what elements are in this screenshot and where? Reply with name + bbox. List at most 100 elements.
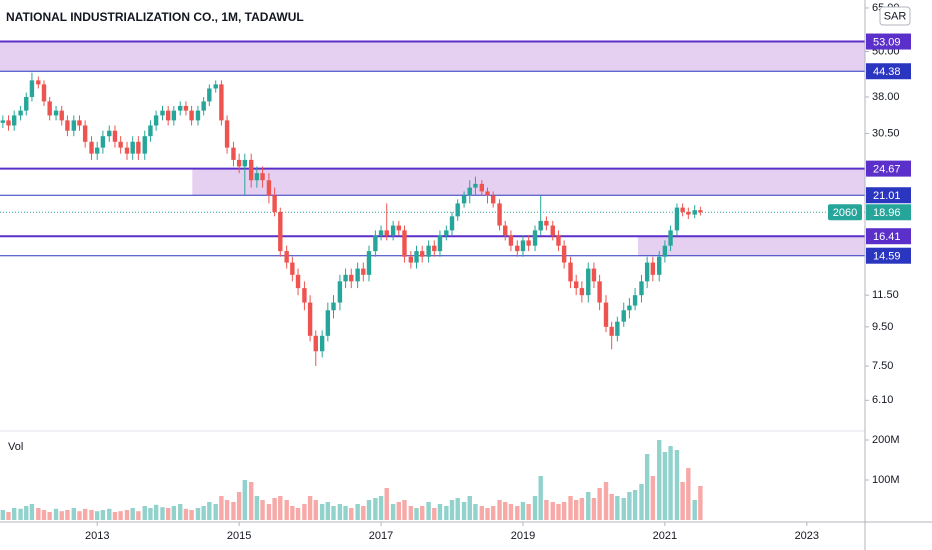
levels — [0, 40, 865, 257]
candle-body — [692, 210, 697, 215]
volume-bar — [373, 498, 378, 520]
volume-bar — [201, 506, 206, 520]
volume-bar — [437, 504, 443, 520]
zone — [192, 168, 865, 196]
volume-bar — [378, 496, 384, 520]
volume-bar — [24, 506, 29, 520]
candle-body — [627, 305, 632, 311]
candle-body — [449, 216, 455, 231]
currency-box[interactable] — [879, 6, 911, 26]
candle-body — [573, 281, 579, 289]
volume-bar — [302, 504, 307, 520]
candle-body — [266, 180, 272, 196]
candle-body — [662, 245, 668, 257]
level-label: 14.59 — [873, 251, 901, 263]
volume-bar — [515, 506, 520, 520]
candle-body — [302, 288, 307, 303]
last-price-label: 18.96 — [873, 207, 901, 219]
y-tick-label: 30.50 — [872, 127, 900, 139]
volume-bar — [307, 496, 313, 520]
level-label: 24.67 — [873, 164, 901, 176]
candle-body — [136, 141, 141, 154]
zone — [0, 41, 865, 72]
candle-body — [490, 195, 496, 204]
y-tick-label: 38.00 — [872, 91, 900, 103]
volume-bar — [189, 510, 194, 520]
volume-bar — [449, 500, 455, 520]
candle-body — [402, 230, 407, 257]
volume-bar — [331, 506, 336, 520]
volume-bar — [591, 498, 597, 520]
candle-body — [520, 240, 526, 252]
candle-body — [171, 110, 177, 121]
candle-body — [437, 235, 443, 252]
candle-body — [124, 147, 130, 154]
candle-body — [178, 105, 183, 111]
volume-bar — [178, 504, 183, 520]
level-label: 53.09 — [873, 36, 901, 48]
candle-body — [556, 235, 561, 246]
volume-bar — [290, 506, 295, 520]
volume-bar — [89, 510, 94, 520]
candle-body — [396, 225, 401, 231]
candle-body — [112, 130, 118, 142]
candle-body — [295, 274, 301, 289]
candle-body — [201, 101, 206, 111]
candle-body — [319, 335, 325, 352]
volume-bar — [632, 490, 638, 520]
candle-body — [260, 173, 265, 181]
volume-bar — [668, 446, 673, 520]
chart-title: NATIONAL INDUSTRIALIZATION CO., 1M, TADA… — [6, 10, 304, 24]
badge-box — [828, 204, 862, 221]
volume-bar — [680, 482, 685, 520]
candle-body — [420, 251, 425, 257]
volume-bar — [692, 500, 697, 520]
candle-body — [165, 110, 171, 121]
candle-body — [207, 88, 212, 102]
candle-body — [65, 120, 70, 131]
volume-bar — [195, 508, 201, 520]
volume-bar — [384, 488, 389, 520]
volume-bar — [526, 504, 531, 520]
volume-label: Vol — [8, 441, 23, 453]
candle-body — [189, 110, 194, 121]
y-tick-label: 9.50 — [872, 321, 893, 333]
volume-bar — [455, 498, 460, 520]
volume-bar — [579, 498, 585, 520]
candle-body — [219, 84, 224, 121]
volume-bar — [224, 500, 230, 520]
volume-bar — [71, 508, 76, 520]
candle-body — [378, 230, 384, 236]
candle-body — [408, 256, 414, 263]
candle-body — [59, 110, 64, 121]
candle-body — [107, 130, 112, 137]
candle-body — [384, 230, 389, 236]
volume-bar — [272, 498, 277, 520]
candle-body — [29, 80, 35, 97]
volume-bar — [77, 511, 82, 520]
level-label-box — [866, 247, 911, 264]
volume-bar — [508, 504, 514, 520]
volume-bar — [153, 504, 159, 520]
candle-body — [639, 281, 644, 296]
volume-bar — [402, 500, 407, 520]
candle-body — [650, 262, 656, 275]
volume-bar — [183, 508, 189, 520]
volume-bar — [432, 508, 437, 520]
level-label: 44.38 — [873, 66, 901, 78]
currency[interactable]: SAR — [884, 10, 907, 22]
candle-body — [77, 120, 82, 126]
candle-body — [36, 80, 41, 85]
volume-bar — [644, 454, 650, 520]
candle-body — [213, 84, 218, 89]
volume-bar — [148, 508, 153, 520]
candle-body — [467, 187, 472, 196]
candle-body — [390, 225, 396, 236]
volume-bar — [337, 504, 343, 520]
volume-bar — [473, 504, 478, 520]
volume-bar — [41, 510, 47, 520]
candle-body — [497, 203, 502, 226]
volume-bar — [130, 508, 135, 520]
